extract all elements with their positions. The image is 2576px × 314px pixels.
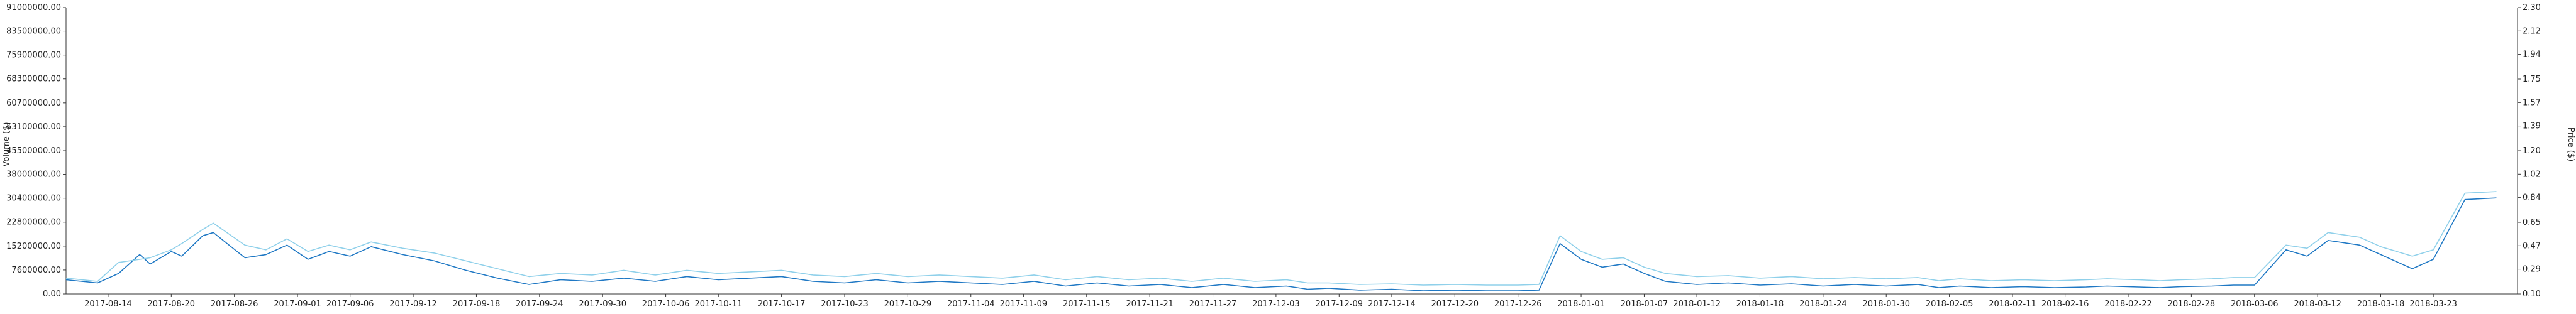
- x-tick-label: 2018-03-06: [2231, 300, 2279, 309]
- x-tick-label: 2018-02-16: [2041, 300, 2089, 309]
- y-left-tick-label: 22800000.00: [6, 218, 61, 227]
- y-right-tick-label: 1.94: [2523, 50, 2541, 60]
- x-tick-label: 2017-10-06: [642, 300, 690, 309]
- y-left-tick-label: 15200000.00: [6, 242, 61, 251]
- x-tick-label: 2018-01-24: [1799, 300, 1847, 309]
- x-tick-label: 2017-09-06: [326, 300, 374, 309]
- x-tick-label: 2017-09-24: [516, 300, 564, 309]
- x-tick-label: 2018-02-11: [1989, 300, 2036, 309]
- y-left-axis-title: Volume ($): [2, 122, 11, 167]
- y-right-tick-label: 0.84: [2523, 193, 2541, 203]
- x-tick-label: 2017-12-26: [1494, 300, 1542, 309]
- x-tick-label: 2018-01-07: [1621, 300, 1668, 309]
- x-tick-label: 2017-11-09: [1000, 300, 1048, 309]
- x-tick-label: 2017-12-03: [1252, 300, 1300, 309]
- x-tick-label: 2017-12-14: [1368, 300, 1416, 309]
- y-left-tick-label: 91000000.00: [6, 3, 61, 13]
- x-tick-label: 2018-03-23: [2409, 300, 2457, 309]
- y-left-tick-label: 7600000.00: [11, 266, 61, 275]
- x-tick-label: 2017-09-18: [453, 300, 501, 309]
- x-tick-label: 2017-08-20: [148, 300, 196, 309]
- y-right-tick-label: 1.39: [2523, 122, 2541, 131]
- series-line-2: [65, 191, 2497, 286]
- x-tick-label: 2017-10-11: [694, 300, 742, 309]
- x-tick-label: 2017-12-20: [1431, 300, 1479, 309]
- y-right-tick-label: 0.10: [2523, 290, 2541, 299]
- y-left-tick-label: 30400000.00: [6, 194, 61, 203]
- x-tick-label: 2017-08-26: [211, 300, 258, 309]
- x-tick-label: 2018-02-22: [2104, 300, 2152, 309]
- x-tick-label: 2017-08-14: [84, 300, 132, 309]
- x-tick-label: 2018-01-30: [1862, 300, 1910, 309]
- y-left-ticks: 0.00 7600000.00 15200000.00 22800000.00 3040…: [6, 3, 66, 299]
- x-tick-label: 2017-10-29: [884, 300, 932, 309]
- x-tick-label: 2017-09-30: [579, 300, 626, 309]
- y-left-tick-label: 45500000.00: [6, 146, 61, 156]
- axes: [65, 8, 2518, 295]
- y-left-tick-label: 68300000.00: [6, 75, 61, 84]
- y-right-ticks: 0.10 0.29 0.47 0.65 0.84 1.02 1.20 1.39 1.57 1.75…: [2518, 3, 2541, 299]
- y-left-tick-label: 0.00: [43, 290, 61, 299]
- x-tick-label: 2018-01-12: [1673, 300, 1721, 309]
- x-tick-label: 2017-10-23: [821, 300, 869, 309]
- y-right-tick-label: 1.02: [2523, 170, 2541, 179]
- x-tick-label: 2017-12-09: [1316, 300, 1363, 309]
- y-left-axis-label: Volume ($): [2, 122, 11, 167]
- x-tick-label: 2017-11-21: [1126, 300, 1174, 309]
- y-left-tick-label: 75900000.00: [6, 51, 61, 60]
- y-right-tick-label: 2.12: [2523, 26, 2541, 36]
- y-right-tick-label: 0.47: [2523, 241, 2541, 251]
- y-right-tick-label: 1.75: [2523, 75, 2541, 84]
- x-tick-label: 2018-03-12: [2294, 300, 2341, 309]
- y-right-axis-label: Price ($): [2566, 127, 2575, 161]
- x-tick-label: 2018-02-05: [1926, 300, 1974, 309]
- x-tick-label: 2017-11-15: [1063, 300, 1111, 309]
- x-tick-label: 2017-11-04: [947, 300, 995, 309]
- y-right-tick-label: 0.65: [2523, 218, 2541, 227]
- y-left-tick-label: 53100000.00: [6, 122, 61, 132]
- y-left-tick-label: 60700000.00: [6, 99, 61, 108]
- y-right-tick-label: 2.30: [2523, 3, 2541, 13]
- x-tick-label: 2017-09-12: [389, 300, 437, 309]
- x-tick-label: 2018-01-18: [1736, 300, 1784, 309]
- y-left-tick-label: 83500000.00: [6, 27, 61, 36]
- y-left-tick-label: 38000000.00: [6, 170, 61, 180]
- y-right-tick-label: 1.57: [2523, 98, 2541, 107]
- x-tick-label: 2018-02-28: [2168, 300, 2216, 309]
- x-tick-label: 2017-10-17: [758, 300, 806, 309]
- x-tick-label: 2018-01-01: [1557, 300, 1605, 309]
- series-line-1: [65, 197, 2497, 291]
- x-ticks: 2017-08-14 2017-08-20 2017-08-26 2017-09-01…: [84, 294, 2457, 309]
- y-right-tick-label: 0.29: [2523, 265, 2541, 274]
- series-group: [65, 191, 2497, 291]
- y-right-axis-title: Price ($): [2566, 127, 2575, 161]
- y-right-tick-label: 1.20: [2523, 146, 2541, 156]
- x-tick-label: 2017-09-01: [274, 300, 321, 309]
- x-tick-label: 2018-03-18: [2357, 300, 2405, 309]
- x-tick-label: 2017-11-27: [1189, 300, 1237, 309]
